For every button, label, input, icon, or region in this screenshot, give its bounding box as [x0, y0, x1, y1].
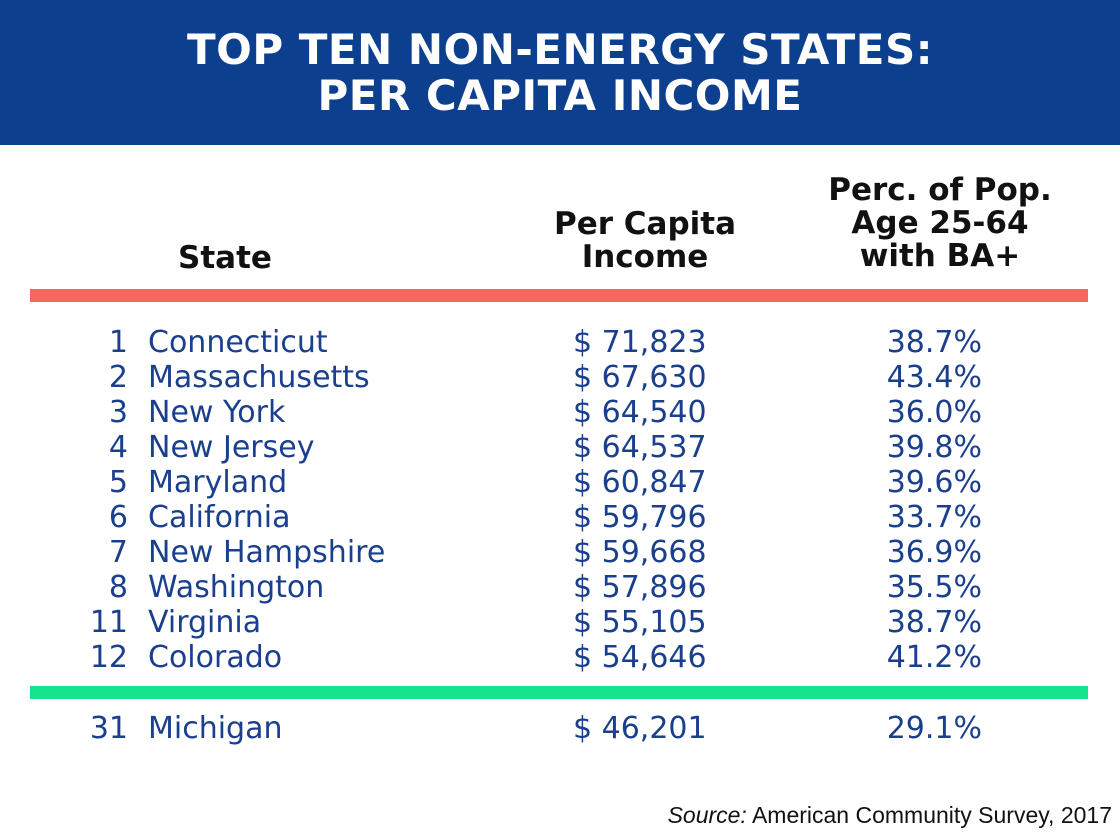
- cell-ba: 41.2%: [886, 640, 982, 675]
- table-row: 2 Massachusetts $ 67,630 43.4%: [0, 360, 1120, 395]
- cell-rank: 11: [89, 605, 128, 640]
- cell-rank: 1: [108, 325, 128, 360]
- table-row: 7 New Hampshire $ 59,668 36.9%: [0, 535, 1120, 570]
- cell-ba: 35.5%: [886, 570, 982, 605]
- cell-income: $ 60,847: [573, 465, 707, 500]
- cell-state: Maryland: [148, 465, 288, 500]
- cell-rank: 12: [89, 640, 128, 675]
- cell-state: Connecticut: [148, 325, 328, 360]
- cell-state: Washington: [148, 570, 325, 605]
- cell-income: $ 67,630: [573, 360, 707, 395]
- source-note: Source: American Community Survey, 2017: [668, 800, 1112, 830]
- table-row: 11 Virginia $ 55,105 38.7%: [0, 605, 1120, 640]
- cell-rank: 7: [108, 535, 128, 570]
- table-row: 6 California $ 59,796 33.7%: [0, 500, 1120, 535]
- cell-rank: 8: [108, 570, 128, 605]
- cell-income: $ 59,668: [573, 535, 707, 570]
- column-header-state: State: [150, 242, 300, 275]
- title-banner: TOP TEN NON-ENERGY STATES: PER CAPITA IN…: [0, 0, 1120, 145]
- table-row-michigan: 31 Michigan $ 46,201 29.1%: [0, 711, 1120, 746]
- cell-rank: 31: [89, 711, 128, 746]
- source-text: American Community Survey, 2017: [746, 802, 1112, 828]
- title-line-1: TOP TEN NON-ENERGY STATES:: [186, 25, 934, 74]
- cell-income: $ 54,646: [573, 640, 707, 675]
- column-header-income: Per Capita Income: [530, 208, 760, 274]
- table-row: 8 Washington $ 57,896 35.5%: [0, 570, 1120, 605]
- cell-state: New Hampshire: [148, 535, 386, 570]
- cell-rank: 4: [108, 430, 128, 465]
- cell-state: New York: [148, 395, 286, 430]
- table-row: 1 Connecticut $ 71,823 38.7%: [0, 325, 1120, 360]
- cell-ba: 29.1%: [886, 711, 982, 746]
- table-row: 12 Colorado $ 54,646 41.2%: [0, 640, 1120, 675]
- table-body: 1 Connecticut $ 71,823 38.7% 2 Massachusetts $…: [0, 325, 1120, 675]
- cell-state: Virginia: [148, 605, 262, 640]
- column-header-ba: Perc. of Pop. Age 25-64 with BA+: [800, 174, 1080, 273]
- cell-rank: 6: [108, 500, 128, 535]
- cell-income: $ 64,537: [573, 430, 707, 465]
- cell-state: Massachusetts: [148, 360, 370, 395]
- cell-ba: 33.7%: [886, 500, 982, 535]
- column-header-income-line-1: Per Capita: [553, 206, 737, 242]
- column-header-ba-line-3: with BA+: [859, 238, 1021, 274]
- table-row: 5 Maryland $ 60,847 39.6%: [0, 465, 1120, 500]
- table-row: 4 New Jersey $ 64,537 39.8%: [0, 430, 1120, 465]
- cell-state: California: [148, 500, 291, 535]
- column-header-ba-line-2: Age 25-64: [851, 205, 1029, 241]
- cell-ba: 36.0%: [886, 395, 982, 430]
- cell-ba: 39.8%: [886, 430, 982, 465]
- column-header-income-line-2: Income: [581, 239, 709, 275]
- table-row: 3 New York $ 64,540 36.0%: [0, 395, 1120, 430]
- cell-income: $ 59,796: [573, 500, 707, 535]
- cell-ba: 38.7%: [886, 325, 982, 360]
- cell-rank: 2: [108, 360, 128, 395]
- column-header-ba-line-1: Perc. of Pop.: [828, 172, 1052, 208]
- cell-ba: 39.6%: [886, 465, 982, 500]
- cell-state: Colorado: [148, 640, 283, 675]
- column-header-state-text: State: [178, 240, 272, 276]
- cell-rank: 5: [108, 465, 128, 500]
- cell-ba: 38.7%: [886, 605, 982, 640]
- cell-income: $ 71,823: [573, 325, 707, 360]
- header-divider: [30, 289, 1088, 302]
- cell-income: $ 46,201: [573, 711, 707, 746]
- source-label: Source:: [667, 802, 747, 828]
- cell-income: $ 55,105: [573, 605, 707, 640]
- cell-ba: 43.4%: [886, 360, 982, 395]
- title-line-2: PER CAPITA INCOME: [317, 71, 803, 120]
- cell-income: $ 64,540: [573, 395, 707, 430]
- cell-state: New Jersey: [148, 430, 315, 465]
- cell-state: Michigan: [148, 711, 283, 746]
- footer-divider: [30, 686, 1088, 699]
- cell-ba: 36.9%: [886, 535, 982, 570]
- cell-rank: 3: [108, 395, 128, 430]
- cell-income: $ 57,896: [573, 570, 707, 605]
